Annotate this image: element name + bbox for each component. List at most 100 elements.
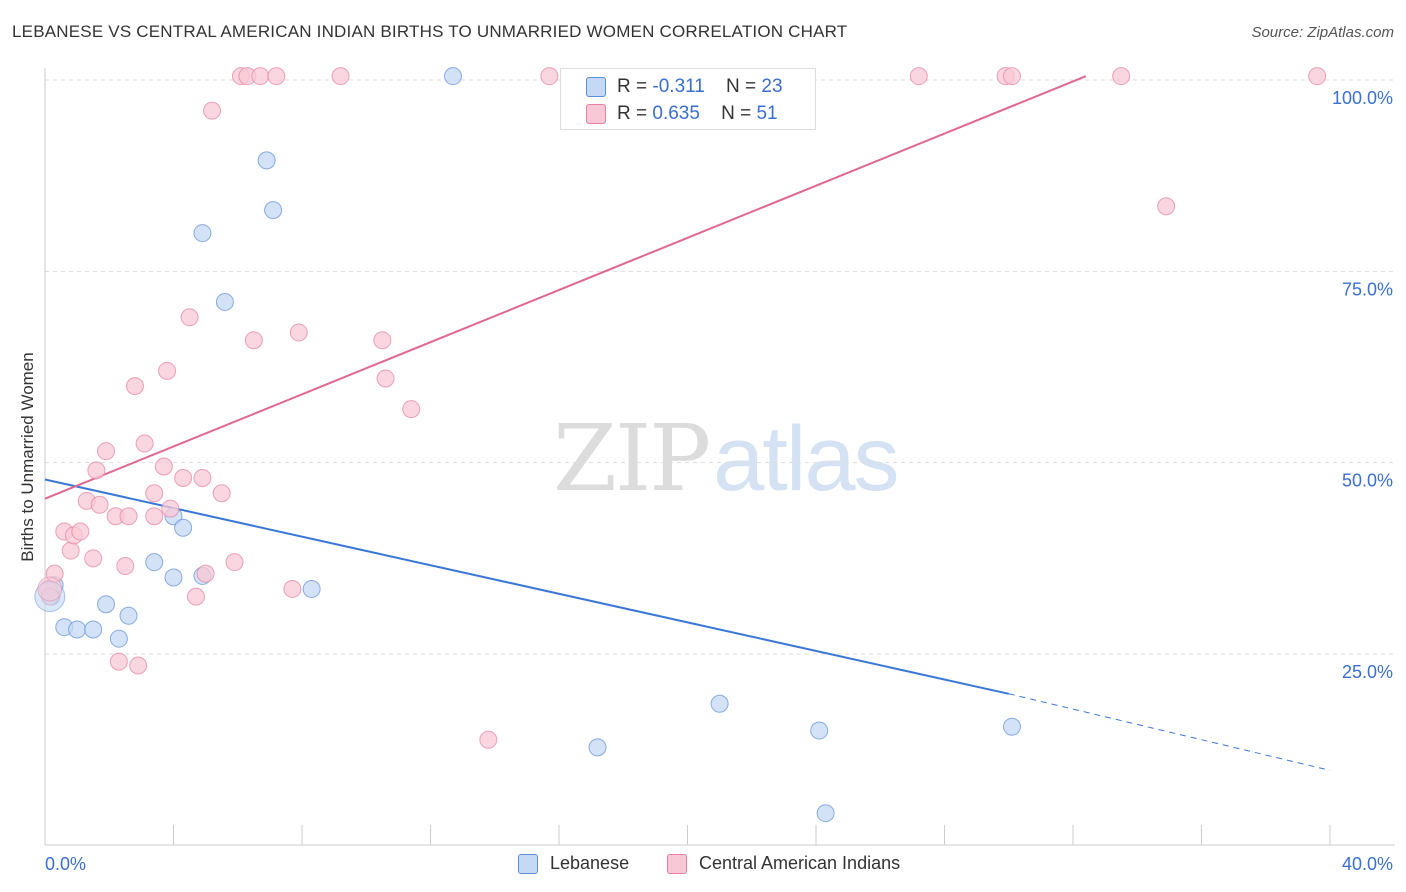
point-central	[909, 67, 928, 86]
point-central	[1308, 67, 1327, 86]
point-lebanese	[193, 224, 212, 243]
legend-swatch-lebanese	[518, 853, 538, 874]
point-lebanese	[68, 620, 87, 639]
point-central	[1002, 67, 1021, 86]
watermark: ZIPatlas	[553, 405, 900, 512]
point-lebanese	[145, 553, 164, 572]
point-lebanese	[215, 292, 234, 311]
points-layer	[34, 67, 1327, 823]
y-tick-label: 25.0%	[1342, 662, 1393, 682]
point-central	[129, 656, 148, 675]
stats-swatch-central	[586, 104, 606, 124]
point-central	[1157, 197, 1176, 216]
point-central	[154, 457, 173, 476]
point-lebanese	[443, 67, 462, 86]
point-central	[116, 556, 135, 575]
stats-row-lebanese: R = -0.311 N = 23	[586, 74, 783, 100]
stats-r-label: R =	[617, 76, 648, 97]
point-central	[540, 67, 559, 86]
point-central	[158, 361, 177, 380]
point-central	[212, 484, 231, 503]
point-central	[119, 507, 138, 526]
point-central	[479, 730, 498, 749]
point-lebanese	[164, 568, 183, 587]
point-central	[87, 461, 106, 480]
axis-layer	[44, 68, 1395, 846]
point-central	[61, 541, 80, 560]
point-lebanese	[174, 518, 193, 537]
point-central-cluster	[37, 576, 63, 602]
legend-swatch-central	[667, 853, 687, 874]
legend-item-lebanese[interactable]: Lebanese	[518, 853, 629, 874]
point-central	[71, 522, 90, 541]
y-tick-label: 75.0%	[1342, 279, 1393, 299]
point-central	[376, 369, 395, 388]
grid-layer	[45, 79, 1395, 655]
trendline-lebanese-extension	[1008, 693, 1331, 771]
point-lebanese	[302, 579, 321, 598]
x-tick-label: 0.0%	[45, 854, 86, 874]
trend-layer	[44, 75, 1331, 771]
chart-title: LEBANESE VS CENTRAL AMERICAN INDIAN BIRT…	[12, 22, 848, 41]
stats-row-central: R = 0.635 N = 51	[586, 101, 778, 127]
point-central	[1112, 67, 1131, 86]
x-tick-label: 40.0%	[1342, 854, 1393, 874]
point-central	[90, 495, 109, 514]
trendline-central	[44, 75, 1087, 500]
point-central	[125, 377, 144, 396]
point-central	[225, 553, 244, 572]
y-axis-label: Births to Unmarried Women	[18, 352, 37, 561]
point-central	[145, 507, 164, 526]
point-central	[331, 67, 350, 86]
point-lebanese	[810, 721, 829, 740]
point-central	[373, 331, 392, 350]
point-central	[97, 442, 116, 461]
point-central	[267, 67, 286, 86]
point-central	[174, 468, 193, 487]
point-central	[186, 587, 205, 606]
watermark-zip: ZIP	[553, 405, 711, 512]
label-layer: 25.0% 50.0% 75.0% 100.0% 0.0% 40.0% Births to …	[18, 88, 1393, 874]
legend-label-central: Central American Indians	[699, 853, 901, 873]
point-lebanese	[816, 804, 835, 823]
point-central	[402, 400, 421, 419]
watermark-atlas: atlas	[713, 408, 899, 510]
point-lebanese	[257, 151, 276, 170]
point-central	[251, 67, 270, 86]
stats-n-label: N =	[725, 76, 757, 97]
y-tick-label: 50.0%	[1342, 471, 1393, 491]
stats-box: R = -0.311 N = 23 R = 0.635 N = 51	[560, 68, 816, 130]
point-central	[161, 499, 180, 518]
point-central	[145, 484, 164, 503]
point-central	[289, 323, 308, 342]
legend: Lebanese Central American Indians	[0, 851, 1406, 879]
point-lebanese	[1002, 717, 1021, 736]
point-central	[283, 579, 302, 598]
point-central	[193, 468, 212, 487]
point-lebanese	[119, 606, 138, 625]
point-central	[244, 331, 263, 350]
legend-item-central[interactable]: Central American Indians	[667, 853, 900, 874]
trendline-lebanese	[44, 478, 1009, 695]
point-central	[84, 549, 103, 568]
source-label: Source: ZipAtlas.com	[1251, 24, 1394, 41]
point-lebanese	[588, 738, 607, 757]
point-central	[180, 308, 199, 327]
point-central	[109, 652, 128, 671]
stats-r-value: -0.311	[652, 76, 705, 97]
stats-n-label: N =	[721, 103, 752, 124]
stats-n-value: 23	[761, 76, 783, 97]
point-central	[135, 434, 154, 453]
point-lebanese	[109, 629, 128, 648]
stats-swatch-lebanese	[586, 77, 606, 97]
point-central	[203, 101, 222, 120]
point-central	[196, 564, 215, 583]
stats-r-value: 0.635	[652, 103, 700, 124]
y-tick-label: 100.0%	[1332, 88, 1393, 108]
point-lebanese	[84, 620, 103, 639]
legend-label-lebanese: Lebanese	[550, 853, 630, 873]
stats-r-label: R =	[617, 103, 648, 124]
point-lebanese	[710, 694, 729, 713]
point-lebanese	[97, 595, 116, 614]
